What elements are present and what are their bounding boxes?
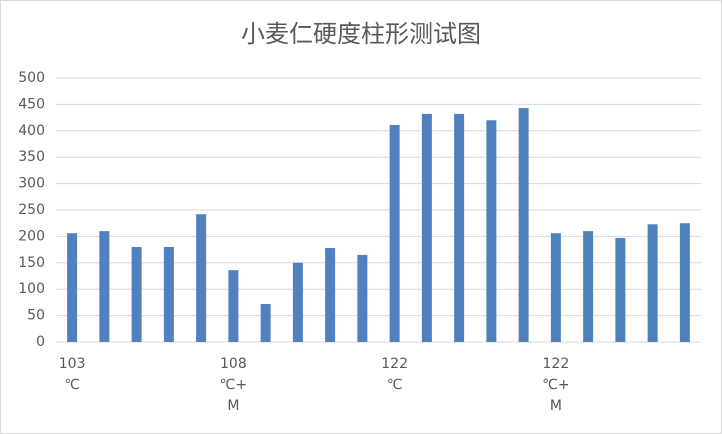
bar	[615, 237, 626, 342]
bar	[357, 254, 368, 342]
chart-title: 小麦仁硬度柱形测试图	[241, 20, 481, 48]
y-tick-label: 150	[18, 255, 45, 271]
x-tick-label: 122 ℃	[381, 356, 408, 393]
bar	[647, 224, 658, 342]
y-tick-label: 400	[18, 123, 45, 139]
bar	[518, 108, 529, 342]
y-tick-label: 350	[18, 149, 45, 165]
bar	[163, 246, 174, 342]
y-tick-label: 450	[18, 96, 45, 112]
y-tick-label: 200	[18, 228, 45, 244]
bar	[99, 231, 110, 342]
bar	[583, 231, 594, 342]
y-tick-label: 50	[27, 308, 45, 324]
y-tick-label: 100	[18, 281, 45, 297]
bar	[292, 262, 303, 342]
bar	[67, 233, 78, 342]
bar	[421, 113, 432, 343]
x-tick-label: 122 ℃+ M	[542, 356, 570, 414]
x-tick-label: 103 ℃	[58, 356, 86, 393]
bar	[260, 303, 271, 342]
bar	[325, 248, 336, 342]
y-tick-label: 500	[18, 70, 45, 86]
bar	[486, 120, 497, 343]
x-tick-label: 108 ℃+ M	[219, 356, 248, 414]
bar	[228, 270, 239, 342]
bar	[131, 246, 142, 342]
bar	[389, 124, 400, 342]
y-tick-label: 300	[18, 176, 45, 192]
bar	[454, 113, 465, 343]
y-tick-label: 0	[36, 334, 45, 350]
y-tick-label: 250	[18, 202, 45, 218]
bar	[679, 223, 690, 342]
bar	[196, 214, 207, 342]
bar	[550, 233, 561, 342]
